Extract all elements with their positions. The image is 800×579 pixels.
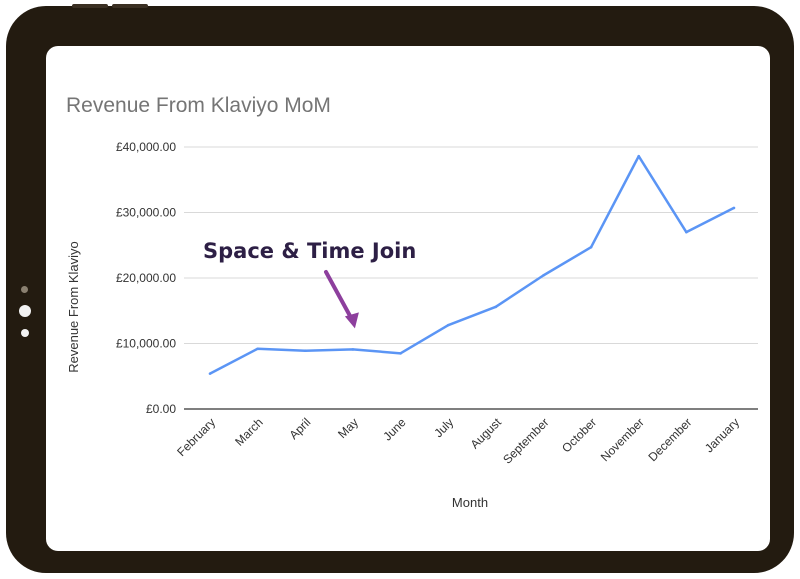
x-tick-label: August bbox=[468, 415, 505, 452]
data-point bbox=[494, 305, 498, 309]
series-layer bbox=[208, 154, 736, 375]
x-tick-label: January bbox=[702, 415, 742, 455]
sensor-dot bbox=[21, 329, 29, 337]
x-axis-label: Month bbox=[452, 495, 488, 510]
data-point bbox=[542, 274, 545, 277]
x-tick-label: October bbox=[559, 415, 599, 455]
y-tick-label: £0.00 bbox=[146, 402, 176, 416]
annotation-arrow-head bbox=[344, 312, 359, 329]
x-tick-label: February bbox=[174, 415, 218, 459]
data-point bbox=[303, 349, 307, 353]
data-point bbox=[351, 348, 355, 351]
x-tick-label: December bbox=[645, 415, 694, 464]
data-point bbox=[208, 372, 212, 375]
data-point bbox=[256, 347, 259, 351]
data-point bbox=[685, 230, 688, 234]
tablet-top-button bbox=[112, 4, 148, 8]
data-point bbox=[732, 206, 736, 210]
grid-lines bbox=[184, 146, 758, 410]
annotation-layer: Space & Time Join bbox=[203, 239, 416, 329]
line-chart: Revenue From Klaviyo MoM £0.00 £10,000.00… bbox=[66, 94, 758, 510]
y-tick-label: £20,000.00 bbox=[116, 271, 176, 285]
y-tick-labels: £0.00 £10,000.00 £20,000.00 £30,000.00 £40,0… bbox=[116, 140, 176, 416]
y-tick-label: £10,000.00 bbox=[116, 337, 176, 351]
tablet-screen: Revenue From Klaviyo MoM £0.00 £10,000.00… bbox=[46, 46, 770, 551]
annotation-arrow-shaft bbox=[324, 270, 354, 322]
annotation-label: Space & Time Join bbox=[203, 239, 416, 263]
y-tick-label: £30,000.00 bbox=[116, 206, 176, 220]
x-tick-label: November bbox=[598, 415, 647, 464]
data-point bbox=[399, 352, 402, 355]
tablet-frame: Revenue From Klaviyo MoM £0.00 £10,000.00… bbox=[6, 4, 794, 573]
y-axis-label: Revenue From Klaviyo bbox=[66, 241, 81, 373]
data-point bbox=[589, 245, 593, 249]
y-tick-label: £40,000.00 bbox=[116, 140, 176, 154]
data-point bbox=[446, 323, 450, 327]
x-tick-label: July bbox=[431, 415, 456, 440]
x-tick-label: September bbox=[500, 415, 551, 466]
x-tick-label: June bbox=[380, 415, 409, 444]
camera-dot bbox=[21, 286, 28, 293]
series-line bbox=[209, 154, 735, 375]
x-tick-labels: February March April May June July AugustSepte… bbox=[174, 415, 742, 467]
x-tick-label: March bbox=[232, 415, 265, 448]
chart-title: Revenue From Klaviyo MoM bbox=[66, 94, 331, 117]
camera-lens bbox=[19, 305, 31, 317]
tablet-top-button bbox=[72, 4, 108, 8]
x-tick-label: April bbox=[287, 415, 314, 442]
x-tick-label: May bbox=[335, 415, 361, 441]
data-point bbox=[637, 154, 641, 158]
